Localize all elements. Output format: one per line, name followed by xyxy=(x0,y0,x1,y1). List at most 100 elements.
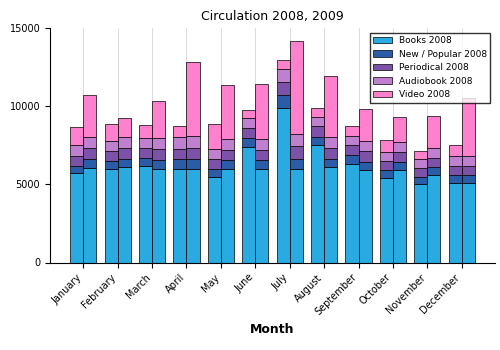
Bar xyxy=(393,152,406,162)
Bar xyxy=(276,69,289,82)
Bar xyxy=(414,151,428,159)
Bar xyxy=(242,128,256,138)
Bar xyxy=(104,169,118,262)
Bar xyxy=(139,148,152,158)
Legend: Books 2008, New / Popular 2008, Periodical 2008, Audiobook 2008, Video 2008: Books 2008, New / Popular 2008, Periodic… xyxy=(370,33,490,103)
Bar xyxy=(256,139,268,150)
X-axis label: Month: Month xyxy=(250,323,295,336)
Bar xyxy=(428,148,440,158)
Bar xyxy=(428,175,440,262)
Bar xyxy=(311,136,324,145)
Bar xyxy=(84,159,96,168)
Bar xyxy=(186,148,200,159)
Bar xyxy=(208,176,221,262)
Bar xyxy=(462,98,475,156)
Bar xyxy=(139,166,152,262)
Bar xyxy=(324,167,337,262)
Bar xyxy=(70,173,84,262)
Bar xyxy=(174,126,186,138)
Bar xyxy=(70,127,84,145)
Bar xyxy=(242,118,256,128)
Bar xyxy=(290,146,303,159)
Bar xyxy=(256,160,268,169)
Bar xyxy=(380,140,393,152)
Bar xyxy=(152,149,165,160)
Bar xyxy=(380,152,393,161)
Bar xyxy=(414,159,428,168)
Bar xyxy=(290,134,303,146)
Bar xyxy=(139,158,152,166)
Bar xyxy=(256,169,268,262)
Bar xyxy=(346,126,358,136)
Bar xyxy=(242,147,256,262)
Bar xyxy=(104,161,118,169)
Bar xyxy=(448,175,462,183)
Bar xyxy=(174,159,186,169)
Bar xyxy=(276,95,289,108)
Bar xyxy=(221,150,234,160)
Bar xyxy=(346,155,358,164)
Bar xyxy=(311,126,324,136)
Bar xyxy=(358,151,372,162)
Bar xyxy=(462,166,475,175)
Bar xyxy=(324,138,337,148)
Bar xyxy=(186,169,200,262)
Bar xyxy=(152,169,165,262)
Bar xyxy=(174,169,186,262)
Bar xyxy=(380,170,393,178)
Bar xyxy=(221,169,234,262)
Bar xyxy=(70,156,84,166)
Bar xyxy=(393,162,406,170)
Bar xyxy=(276,60,289,69)
Bar xyxy=(276,108,289,262)
Bar xyxy=(104,151,118,161)
Bar xyxy=(290,169,303,262)
Bar xyxy=(324,159,337,167)
Bar xyxy=(186,159,200,169)
Bar xyxy=(380,178,393,262)
Bar xyxy=(311,108,324,117)
Bar xyxy=(428,158,440,167)
Bar xyxy=(290,159,303,169)
Bar xyxy=(221,139,234,150)
Bar xyxy=(346,164,358,262)
Bar xyxy=(118,167,131,262)
Bar xyxy=(139,125,152,138)
Bar xyxy=(290,41,303,134)
Bar xyxy=(84,95,96,138)
Bar xyxy=(448,183,462,262)
Bar xyxy=(324,148,337,159)
Bar xyxy=(256,150,268,160)
Bar xyxy=(118,159,131,167)
Bar xyxy=(208,159,221,169)
Bar xyxy=(84,148,96,159)
Bar xyxy=(208,149,221,159)
Bar xyxy=(70,166,84,173)
Bar xyxy=(462,175,475,183)
Bar xyxy=(242,138,256,147)
Bar xyxy=(208,169,221,176)
Bar xyxy=(311,145,324,262)
Bar xyxy=(414,176,428,184)
Bar xyxy=(242,110,256,118)
Bar xyxy=(414,184,428,262)
Bar xyxy=(174,149,186,159)
Bar xyxy=(358,162,372,170)
Bar xyxy=(428,167,440,175)
Title: Circulation 2008, 2009: Circulation 2008, 2009 xyxy=(201,10,344,23)
Bar xyxy=(118,138,131,148)
Bar xyxy=(358,108,372,141)
Bar xyxy=(311,117,324,126)
Bar xyxy=(152,102,165,138)
Bar xyxy=(186,136,200,148)
Bar xyxy=(139,138,152,148)
Bar xyxy=(118,118,131,138)
Bar xyxy=(256,84,268,139)
Bar xyxy=(346,136,358,145)
Bar xyxy=(152,138,165,149)
Bar xyxy=(324,76,337,138)
Bar xyxy=(380,161,393,170)
Bar xyxy=(84,138,96,148)
Bar xyxy=(174,138,186,149)
Bar xyxy=(84,168,96,262)
